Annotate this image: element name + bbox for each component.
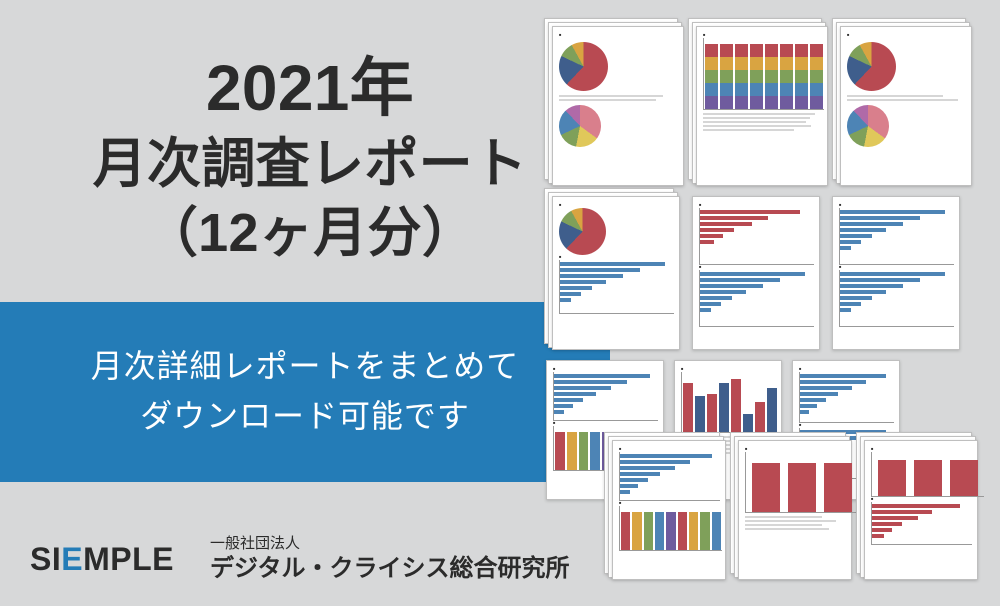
banner-line1: 月次詳細レポートをまとめて — [91, 348, 519, 384]
headline-line2: 月次調査レポート — [40, 130, 580, 199]
headline-line1: 2021年 — [40, 48, 580, 130]
organization: 一般社団法人 デジタル・クライシス総合研究所 — [210, 535, 570, 584]
report-page: ■ — [696, 26, 828, 186]
footer: SIEMPLE 一般社団法人 デジタル・クライシス総合研究所 — [30, 535, 570, 584]
report-page: ■■ — [612, 440, 726, 580]
logo-part-pre: SI — [30, 541, 61, 577]
headline-line3: （12ヶ月分） — [40, 199, 580, 268]
download-banner: 月次詳細レポートをまとめて ダウンロード可能です — [0, 302, 610, 482]
report-page: ■ — [840, 26, 972, 186]
organization-name: デジタル・クライシス総合研究所 — [210, 554, 570, 584]
logo-part-post: MPLE — [83, 541, 174, 577]
organization-prefix: 一般社団法人 — [210, 535, 570, 554]
banner-line2: ダウンロード可能です — [140, 398, 470, 434]
siemple-logo: SIEMPLE — [30, 541, 174, 578]
report-page: ■■ — [552, 196, 680, 350]
report-page: ■ — [552, 26, 684, 186]
report-collage: ■■■■■■■■■■■■■■■■■■■ — [552, 26, 982, 582]
report-page: ■■ — [692, 196, 820, 350]
report-page: ■■ — [832, 196, 960, 350]
headline: 2021年 月次調査レポート （12ヶ月分） — [40, 48, 580, 268]
logo-part-accent: E — [61, 541, 83, 577]
report-page: ■■ — [864, 440, 978, 580]
report-page: ■ — [738, 440, 852, 580]
